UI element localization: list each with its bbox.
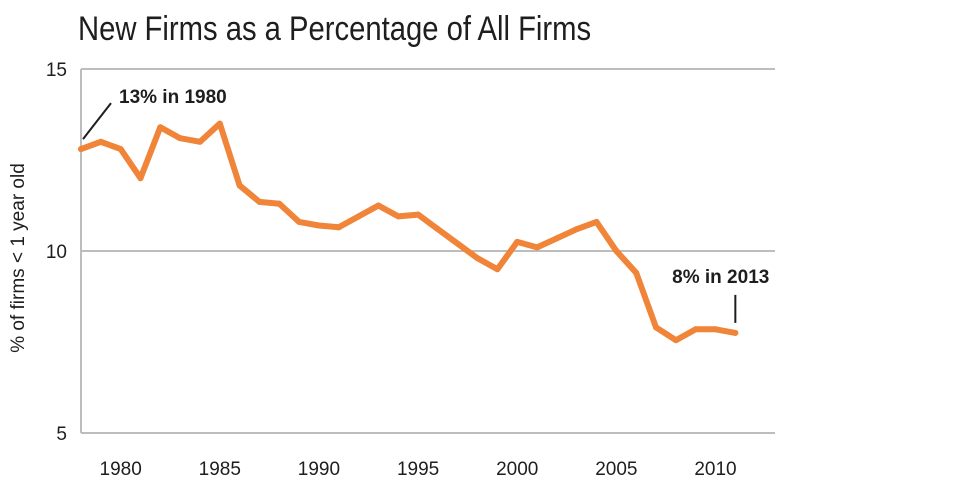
data-point-2006: [633, 269, 640, 276]
x-tick-label-1995: 1995: [397, 459, 439, 480]
data-point-1983: [177, 135, 184, 142]
data-point-1982: [157, 124, 164, 131]
data-point-1987: [256, 198, 263, 205]
y-tick-label-15: 15: [46, 60, 67, 81]
data-point-1979: [97, 138, 104, 145]
annotation-2013: 8% in 2013: [672, 267, 769, 288]
data-point-1981: [137, 175, 144, 182]
x-tick-label-1985: 1985: [199, 459, 241, 480]
data-point-2003: [573, 226, 580, 233]
x-tick-label-2005: 2005: [595, 459, 637, 480]
data-point-1995: [415, 211, 422, 218]
data-point-2005: [613, 248, 620, 254]
data-point-1999: [494, 266, 501, 273]
data-point-1998: [474, 255, 481, 262]
annotation-1980-leader: [82, 102, 112, 140]
data-point-2008: [672, 337, 679, 344]
data-point-2002: [553, 235, 560, 242]
series-line: [78, 120, 739, 344]
x-tick-label-1980: 1980: [100, 459, 142, 480]
y-axis-label: % of firms < 1 year old: [8, 163, 29, 353]
data-point-2010: [712, 326, 719, 333]
data-point-1997: [454, 240, 461, 247]
x-tick-label-2000: 2000: [496, 459, 538, 480]
series-points: [78, 120, 739, 344]
data-point-1994: [395, 213, 402, 220]
data-point-1989: [296, 218, 303, 225]
axes: [80, 69, 775, 434]
data-point-1996: [434, 226, 441, 233]
data-point-2001: [534, 244, 541, 251]
data-point-1991: [335, 224, 342, 231]
data-point-1984: [196, 138, 203, 145]
data-point-2004: [593, 218, 600, 225]
x-tick-label-2010: 2010: [694, 459, 736, 480]
data-point-1992: [355, 213, 362, 220]
y-tick-label-5: 5: [56, 424, 67, 445]
data-point-1993: [375, 202, 382, 209]
data-point-1985: [216, 120, 223, 127]
annotation-1980: 13% in 1980: [119, 87, 227, 108]
data-point-2000: [514, 238, 521, 245]
data-point-1980: [117, 146, 124, 153]
chart-title: New Firms as a Percentage of All Firms: [78, 9, 591, 48]
x-axis-ticks: 1980 1985 1990 1995 2000 2005 2010: [100, 459, 737, 480]
data-point-1978: [78, 146, 84, 153]
gridlines: [81, 68, 775, 252]
data-point-2007: [653, 324, 660, 331]
x-tick-label-1990: 1990: [298, 459, 340, 480]
data-point-1986: [236, 182, 243, 189]
y-axis-ticks: 5 10 15: [46, 60, 67, 445]
data-point-2009: [692, 326, 699, 333]
y-tick-label-10: 10: [46, 242, 67, 263]
data-point-2011: [732, 329, 739, 336]
data-point-1990: [315, 222, 322, 229]
data-point-1988: [276, 200, 283, 207]
